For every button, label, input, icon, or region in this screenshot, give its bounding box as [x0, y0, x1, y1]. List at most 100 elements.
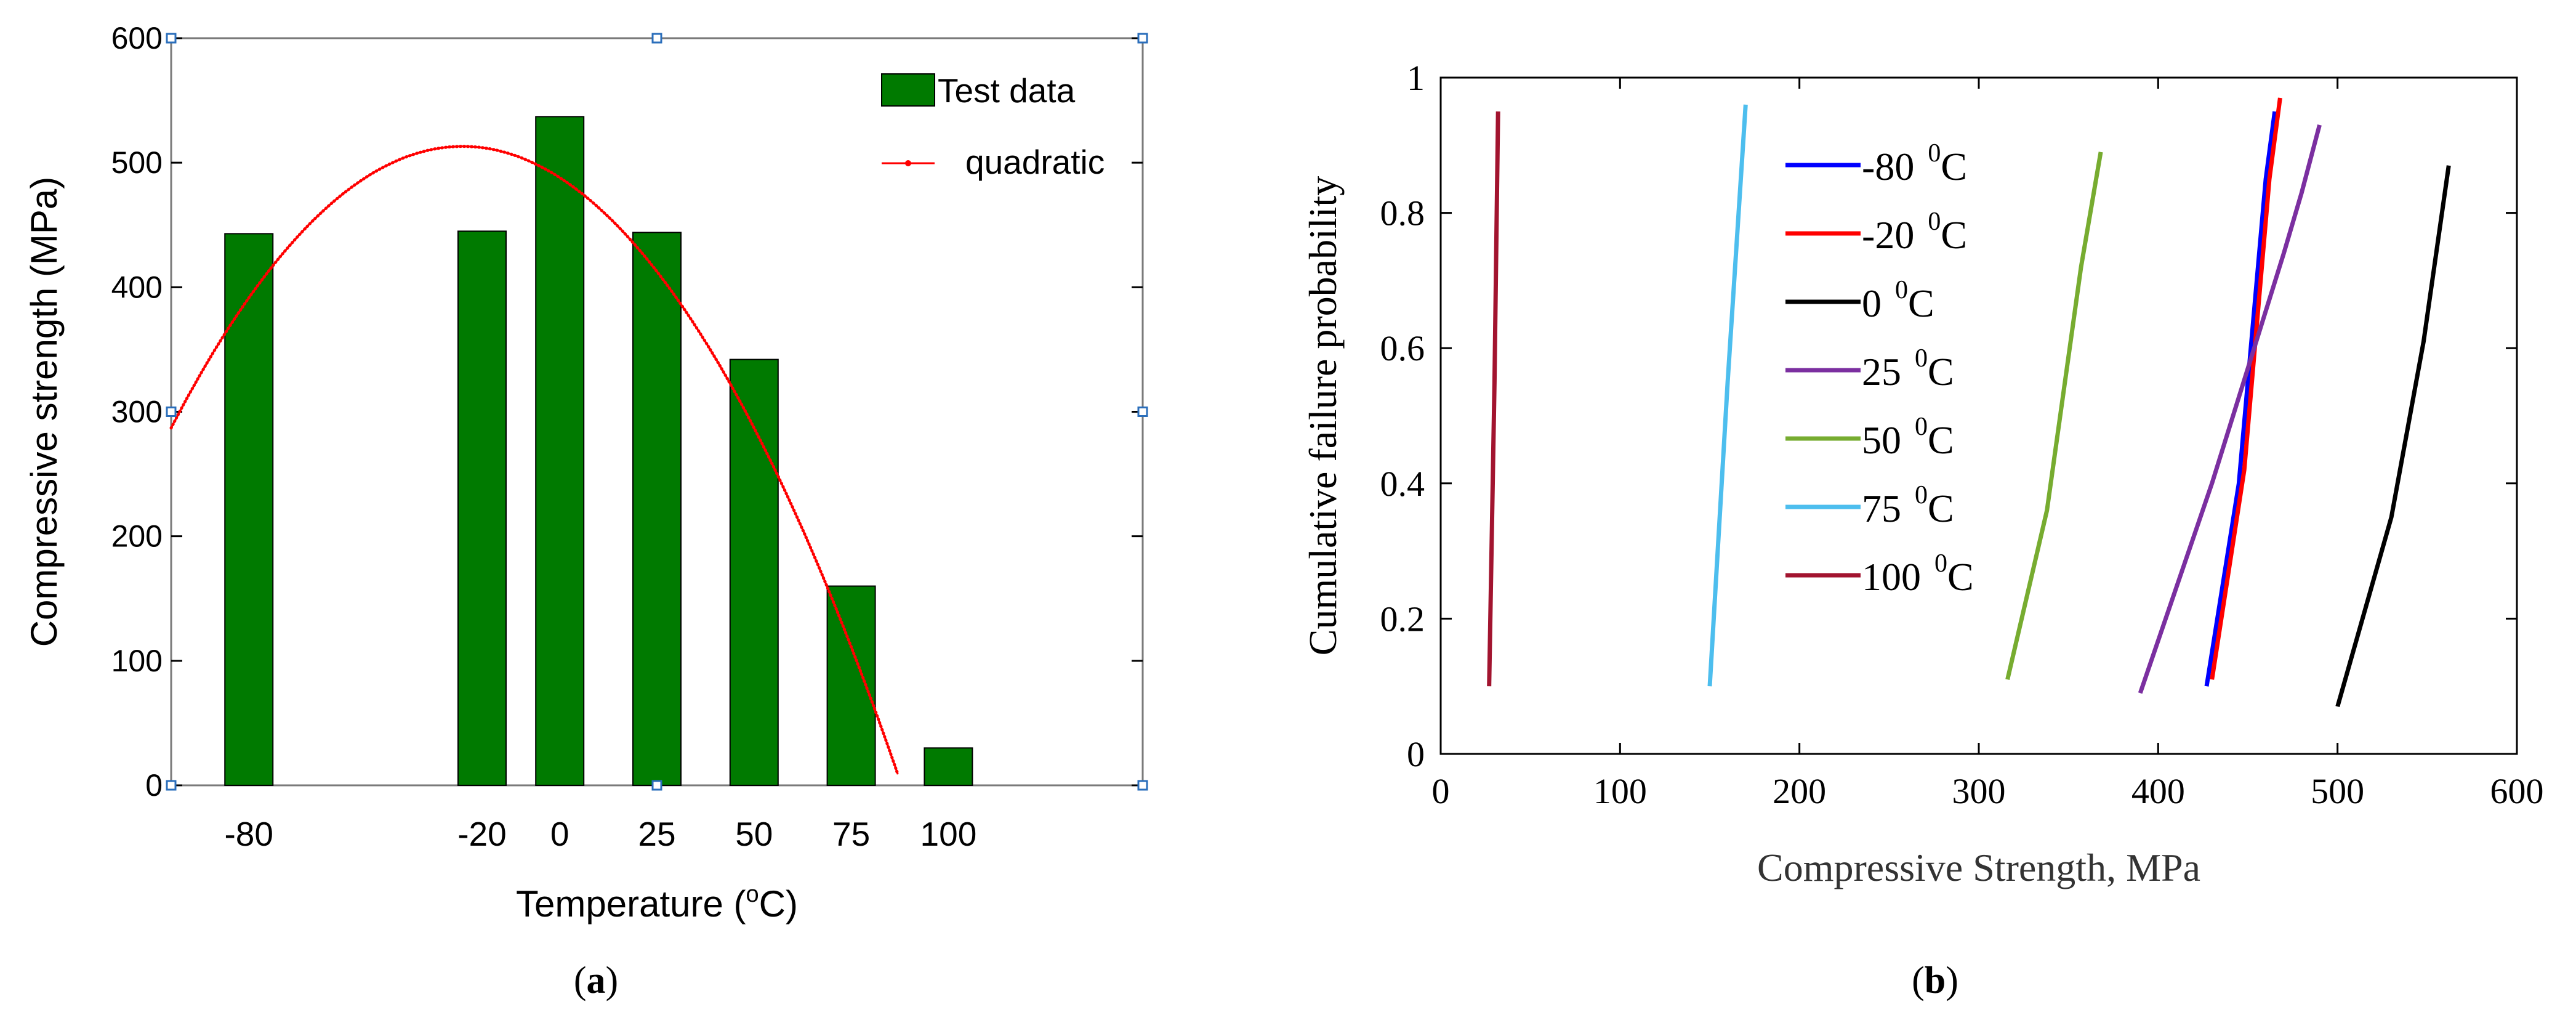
y-tick-label: 600 — [111, 21, 163, 55]
selection-handle — [651, 780, 662, 791]
panel-label-close: ) — [606, 960, 619, 1002]
x-axis-title-main: Temperature ( — [516, 883, 746, 925]
y-tick-label: 200 — [111, 519, 163, 554]
bar — [535, 116, 585, 787]
selection-handle — [1137, 407, 1148, 417]
legend-label-1: -20 0C — [1862, 208, 1967, 257]
panel-label-open: ( — [1912, 960, 1925, 1002]
bar — [632, 232, 682, 786]
legend-swatch-marker — [905, 160, 911, 166]
bar — [224, 233, 274, 786]
plot-frame — [1439, 76, 2518, 755]
x-tick-label: 0 — [1432, 771, 1450, 811]
legend-label-value: 75 — [1862, 487, 1901, 530]
selection-handle — [1137, 33, 1148, 44]
legend-label-unit: C — [1941, 145, 1967, 188]
bar — [729, 358, 779, 786]
y-tick-label: 500 — [111, 145, 163, 180]
legend-label-unit: C — [1941, 213, 1967, 257]
legend-label-0: -80 0C — [1862, 139, 1967, 188]
legend-label-test-data: Test data — [938, 71, 1076, 110]
x-tick-label: -20 — [457, 815, 507, 853]
selection-handle — [166, 407, 177, 417]
x-tick-label: 50 — [735, 815, 773, 853]
panel-label-letter: a — [587, 960, 606, 1002]
x-axis-title-sup: o — [746, 881, 759, 907]
legend-label-sup: 0 — [1915, 344, 1928, 373]
x-tick-label: 100 — [1593, 771, 1647, 811]
x-axis-title: Temperature (oC) — [516, 881, 798, 925]
series-line-0 — [2204, 111, 2277, 687]
legend-label-sup: 0 — [1895, 276, 1908, 304]
legend-label-value: 50 — [1862, 418, 1901, 462]
legend-label-sup: 0 — [1928, 139, 1941, 168]
y-tick-label: 400 — [111, 270, 163, 304]
x-axis-title-tail: C) — [759, 883, 798, 925]
y-tick-label: 0 — [145, 768, 163, 803]
y-tick-label: 100 — [111, 644, 163, 678]
series-line-1 — [2210, 97, 2282, 680]
selection-handle — [1137, 780, 1148, 791]
legend-label-unit: C — [1908, 281, 1934, 325]
legend-label-unit: C — [1928, 418, 1954, 462]
x-tick-label: 300 — [1952, 771, 2006, 811]
legend-label-5: 75 0C — [1862, 481, 1954, 530]
series-line-6 — [1487, 111, 1500, 687]
y-tick-label: 0 — [1407, 734, 1425, 774]
y-tick-label: 0.6 — [1380, 328, 1425, 368]
selection-handle — [651, 33, 662, 44]
panel-a-chart: 0 100 200 300 400 500 600 -80 -20 0 25 50 75 100 Test … — [23, 21, 1148, 1002]
x-axis-title: Compressive Strength, MPa — [1757, 846, 2200, 889]
panel-label-a: (a) — [574, 960, 618, 1002]
legend-label-unit: C — [1928, 350, 1954, 394]
legend-label-6: 100 0C — [1862, 549, 1974, 599]
panel-label-close: ) — [1946, 960, 1958, 1002]
series-line-5 — [1707, 104, 1748, 687]
selection-handle — [166, 780, 177, 791]
legend-label-unit: C — [1947, 555, 1974, 599]
x-tick-label: 100 — [920, 815, 977, 853]
legend-label-quadratic: quadratic — [965, 143, 1105, 181]
panel-label-open: ( — [574, 960, 587, 1002]
legend-label-value: 0 — [1862, 281, 1882, 325]
legend-label-value: 100 — [1862, 555, 1921, 599]
y-tick-label: 1 — [1407, 58, 1425, 98]
bar — [826, 585, 876, 786]
x-tick-label: 75 — [832, 815, 870, 853]
panel-label-b: (b) — [1912, 960, 1958, 1002]
y-axis-title: Cumulative failure probability — [1301, 176, 1345, 655]
series-line-4 — [2005, 152, 2103, 680]
series-line-2 — [2335, 165, 2451, 708]
legend-label-2: 0 0C — [1862, 276, 1934, 325]
legend-label-sup: 0 — [1915, 481, 1928, 509]
legend-label-unit: C — [1928, 487, 1954, 530]
selection-handle — [166, 33, 177, 44]
legend-label-sup: 0 — [1934, 549, 1947, 578]
x-tick-label: 200 — [1773, 771, 1826, 811]
series-line-3 — [2138, 124, 2322, 694]
legend-swatch-bar — [881, 73, 935, 107]
y-tick-label: 0.2 — [1380, 599, 1425, 639]
legend-label-value: -20 — [1862, 213, 1914, 257]
x-tick-label: 25 — [638, 815, 675, 853]
legend-label-sup: 0 — [1915, 413, 1928, 441]
legend-label-4: 50 0C — [1862, 413, 1954, 462]
y-axis-title: Compressive strength (MPa) — [23, 177, 65, 647]
y-tick-label: 0.8 — [1380, 193, 1425, 233]
bar — [924, 747, 973, 786]
y-tick-label: 300 — [111, 395, 163, 429]
legend-label-3: 25 0C — [1862, 344, 1954, 394]
x-tick-label: -80 — [224, 815, 273, 853]
legend-label-sup: 0 — [1928, 208, 1941, 236]
legend-label-value: 25 — [1862, 350, 1901, 394]
x-tick-label: 0 — [550, 815, 570, 853]
x-tick-label: 600 — [2490, 771, 2544, 811]
fit-curve — [170, 145, 899, 775]
legend-label-value: -80 — [1862, 145, 1914, 188]
x-tick-label: 400 — [2131, 771, 2185, 811]
y-tick-label: 0.4 — [1380, 464, 1425, 504]
panel-label-letter: b — [1925, 960, 1946, 1002]
x-tick-label: 500 — [2311, 771, 2364, 811]
